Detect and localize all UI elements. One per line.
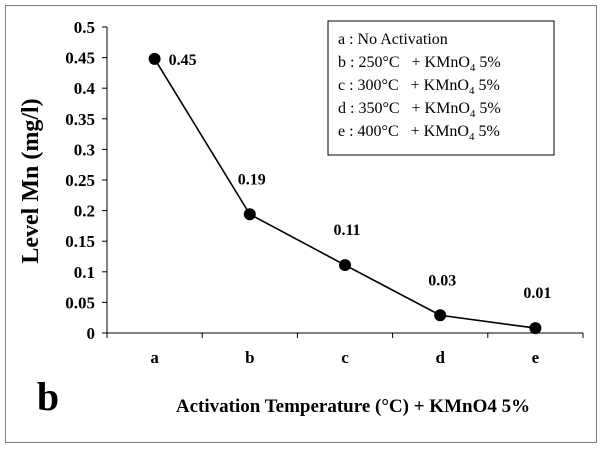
y-tick-label: 0.15	[65, 232, 95, 251]
y-tick-label: 0.25	[65, 171, 95, 190]
legend-entry: e : 400°C + KMnO4 5%	[338, 123, 500, 143]
y-tick-label: 0.35	[65, 110, 95, 129]
y-tick-label: 0.1	[74, 263, 95, 282]
x-tick-label: a	[150, 348, 159, 367]
data-labels: 0.45 0.19 0.11 0.03 0.01	[169, 52, 552, 302]
y-tick-label: 0.05	[65, 293, 95, 312]
y-axis-label: Level Mn (mg/l)	[18, 98, 44, 263]
legend-box	[327, 20, 555, 156]
y-tick-label: 0.45	[65, 49, 95, 68]
data-label-d: 0.03	[428, 272, 456, 289]
legend-entry: d : 350°C + KMnO4 5%	[338, 100, 501, 120]
y-tick-label: 0.2	[74, 202, 95, 221]
x-tick-label: b	[245, 348, 254, 367]
y-axis	[102, 26, 584, 338]
line-chart: 0 0.05 0.1 0.15 0.2 0.25 0.3 0.35 0.4 0.45 0.5 a b c…	[18, 18, 584, 419]
chart-frame: 0 0.05 0.1 0.15 0.2 0.25 0.3 0.35 0.4 0.45 0.5 a b c…	[5, 5, 597, 443]
data-point-b	[243, 208, 256, 221]
data-point-c	[339, 259, 351, 272]
x-tick-label: e	[532, 348, 540, 367]
data-markers	[148, 52, 542, 335]
data-point-e	[529, 322, 542, 335]
y-tick-label: 0.5	[74, 18, 95, 37]
x-tick-label: d	[435, 348, 445, 367]
y-tick-label: 0.3	[74, 140, 95, 159]
data-label-c: 0.11	[333, 222, 360, 239]
data-point-d	[434, 309, 447, 322]
panel-label: b	[37, 374, 59, 419]
data-point-a	[148, 52, 161, 65]
y-tick-labels: 0 0.05 0.1 0.15 0.2 0.25 0.3 0.35 0.4 0.45 0.5	[65, 18, 95, 343]
y-tick-label: 0	[87, 324, 96, 343]
legend-entry: a : No Activation	[338, 31, 448, 48]
x-axis-label: Activation Temperature (°C) + KMnO4 5%	[176, 396, 530, 417]
legend-entry: c : 300°C + KMnO4 5%	[338, 77, 500, 97]
data-label-a: 0.45	[169, 52, 197, 69]
legend: a : No Activation b : 250°C + KMnO4 5% c : …	[327, 20, 555, 156]
data-label-b: 0.19	[238, 171, 266, 188]
x-tick-label: c	[341, 348, 349, 367]
x-tick-labels: a b c d e	[150, 348, 539, 367]
legend-entry: b : 250°C + KMnO4 5%	[338, 54, 501, 74]
y-tick-label: 0.4	[74, 79, 96, 98]
data-label-e: 0.01	[523, 285, 551, 302]
